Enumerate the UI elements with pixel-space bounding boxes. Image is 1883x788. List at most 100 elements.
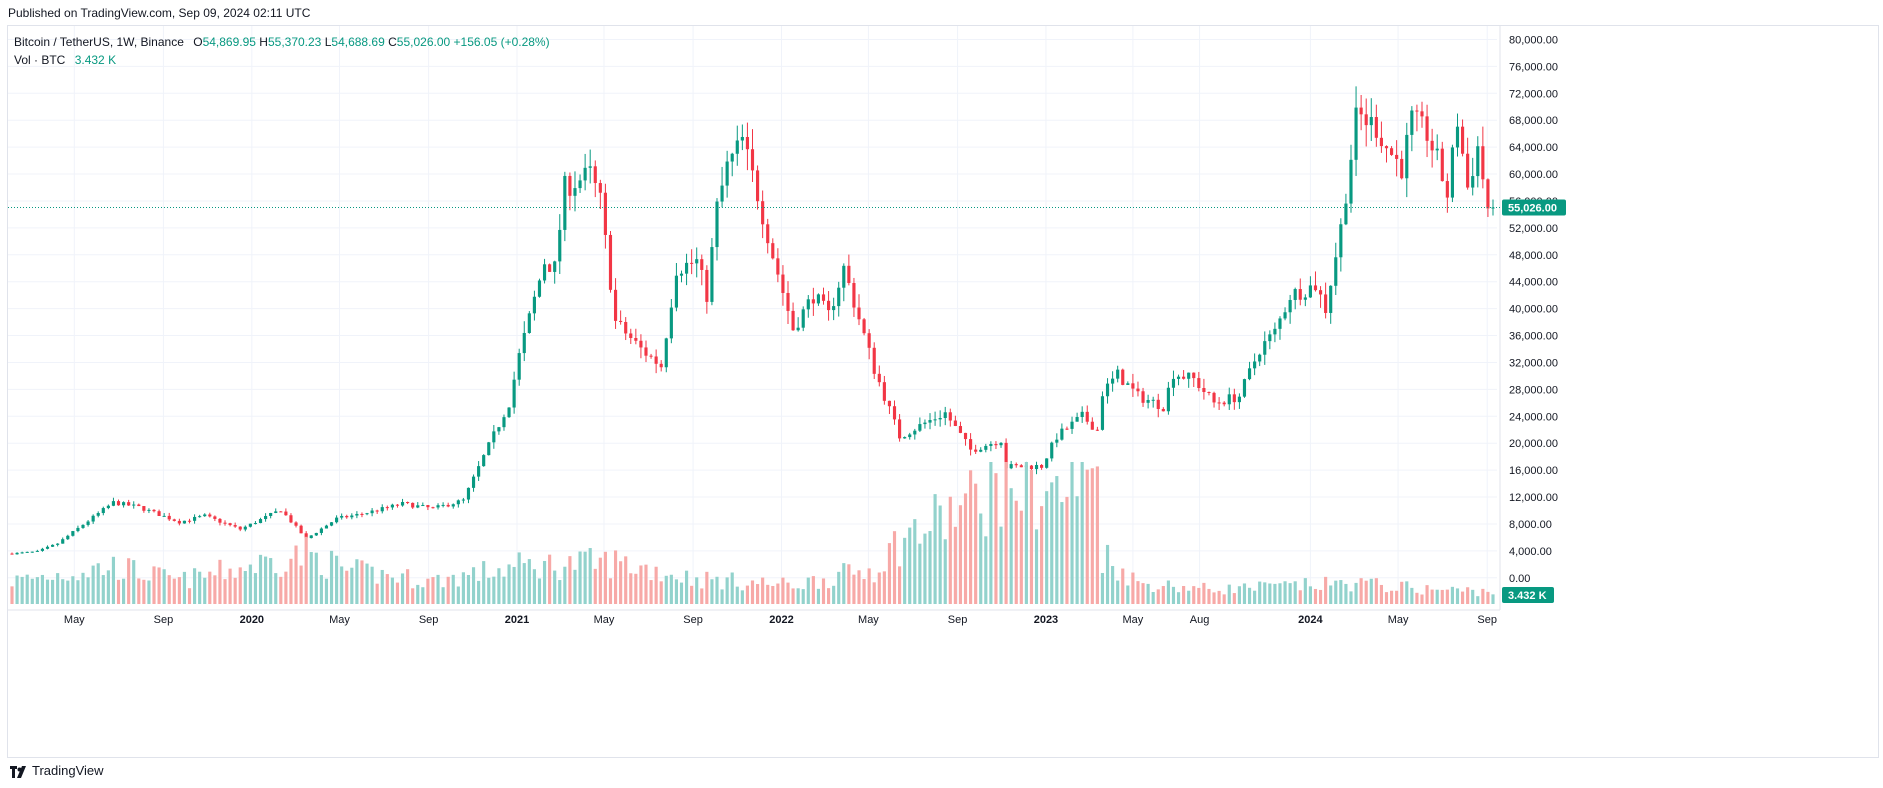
candle-body[interactable] <box>1014 464 1018 466</box>
candle-body[interactable] <box>619 320 623 322</box>
candle-body[interactable] <box>1379 137 1383 147</box>
candle-body[interactable] <box>258 519 263 524</box>
candle-body[interactable] <box>243 526 247 530</box>
candle-body[interactable] <box>649 355 653 357</box>
candle-body[interactable] <box>1455 126 1460 148</box>
candle-body[interactable] <box>690 262 694 264</box>
candle-body[interactable] <box>1095 429 1099 431</box>
candle-body[interactable] <box>1466 153 1470 188</box>
candle-body[interactable] <box>532 296 536 314</box>
candle-body[interactable] <box>274 511 278 513</box>
candle-body[interactable] <box>167 515 171 520</box>
candle-body[interactable] <box>492 431 496 443</box>
candle-body[interactable] <box>71 531 75 536</box>
candle-body[interactable] <box>892 406 897 420</box>
candle-body[interactable] <box>456 500 460 505</box>
candle-body[interactable] <box>1075 417 1079 422</box>
candle-body[interactable] <box>370 510 374 514</box>
candle-body[interactable] <box>558 229 562 262</box>
candle-body[interactable] <box>862 319 866 334</box>
candle-body[interactable] <box>61 539 65 544</box>
candle-body[interactable] <box>147 509 151 511</box>
candle-body[interactable] <box>1197 378 1201 389</box>
candle-body[interactable] <box>106 505 110 509</box>
candle-body[interactable] <box>512 379 516 408</box>
candle-body[interactable] <box>877 373 881 383</box>
candle-body[interactable] <box>142 506 146 511</box>
candle-body[interactable] <box>416 505 420 508</box>
candle-body[interactable] <box>172 519 176 521</box>
candle-body[interactable] <box>1222 402 1226 405</box>
candle-body[interactable] <box>1460 126 1465 154</box>
candle-body[interactable] <box>122 502 126 506</box>
candle-body[interactable] <box>132 504 136 506</box>
candle-body[interactable] <box>882 382 886 401</box>
candle-body[interactable] <box>1212 392 1216 403</box>
candle-body[interactable] <box>253 523 258 525</box>
candle-body[interactable] <box>1146 400 1150 403</box>
candle-body[interactable] <box>137 504 141 507</box>
candle-body[interactable] <box>654 356 658 364</box>
candle-body[interactable] <box>786 292 790 311</box>
candle-body[interactable] <box>710 247 714 302</box>
candle-body[interactable] <box>872 347 876 374</box>
candle-body[interactable] <box>497 427 501 432</box>
candle-body[interactable] <box>548 264 552 272</box>
candle-body[interactable] <box>948 412 952 421</box>
candle-body[interactable] <box>1141 391 1145 403</box>
candle-body[interactable] <box>1202 388 1206 392</box>
candle-body[interactable] <box>1029 465 1034 470</box>
candle-body[interactable] <box>1364 114 1368 126</box>
candle-body[interactable] <box>365 513 369 515</box>
candle-body[interactable] <box>908 434 912 438</box>
candle-body[interactable] <box>1187 372 1191 379</box>
candle-body[interactable] <box>1166 387 1170 412</box>
candle-body[interactable] <box>659 363 663 368</box>
candle-body[interactable] <box>553 261 557 272</box>
candle-body[interactable] <box>1111 378 1115 384</box>
candle-body[interactable] <box>1389 148 1394 155</box>
candle-body[interactable] <box>887 400 892 407</box>
candle-body[interactable] <box>233 525 237 527</box>
candle-body[interactable] <box>720 185 724 202</box>
candle-body[interactable] <box>299 525 303 534</box>
candle-body[interactable] <box>177 520 181 524</box>
candle-body[interactable] <box>1435 148 1439 151</box>
candle-body[interactable] <box>1085 411 1089 422</box>
candle-body[interactable] <box>162 515 166 517</box>
candle-body[interactable] <box>735 140 739 154</box>
candle-body[interactable] <box>791 310 795 331</box>
candle-body[interactable] <box>1090 421 1094 430</box>
candle-body[interactable] <box>355 513 359 516</box>
candle-body[interactable] <box>223 522 227 524</box>
candle-body[interactable] <box>1273 328 1277 335</box>
candle-body[interactable] <box>187 520 192 522</box>
candle-body[interactable] <box>56 543 60 545</box>
candle-body[interactable] <box>411 502 415 508</box>
candle-body[interactable] <box>487 442 491 456</box>
candle-body[interactable] <box>264 515 268 520</box>
candle-body[interactable] <box>750 149 755 171</box>
candle-body[interactable] <box>1440 148 1444 182</box>
candle-body[interactable] <box>1354 107 1358 160</box>
candle-body[interactable] <box>1258 354 1262 362</box>
candle-body[interactable] <box>644 347 648 356</box>
candle-body[interactable] <box>1009 464 1013 469</box>
candle-body[interactable] <box>669 307 673 339</box>
candle-body[interactable] <box>725 161 729 186</box>
candle-body[interactable] <box>10 553 14 555</box>
candle-body[interactable] <box>593 166 597 184</box>
candle-body[interactable] <box>928 420 932 423</box>
candle-body[interactable] <box>380 507 384 512</box>
candle-body[interactable] <box>152 509 156 512</box>
candle-body[interactable] <box>1171 378 1176 388</box>
candle-body[interactable] <box>294 522 298 526</box>
candle-body[interactable] <box>1293 289 1297 300</box>
candle-body[interactable] <box>1121 369 1125 385</box>
legend-symbol[interactable]: Bitcoin / TetherUS, 1W, Binance <box>14 35 184 49</box>
candle-body[interactable] <box>289 515 293 523</box>
candle-body[interactable] <box>76 527 80 532</box>
candle-body[interactable] <box>943 412 947 419</box>
candle-body[interactable] <box>806 299 810 310</box>
